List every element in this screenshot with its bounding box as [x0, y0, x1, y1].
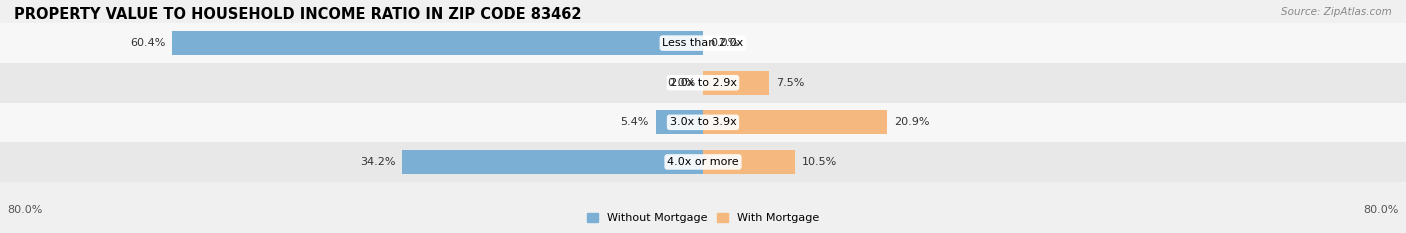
Bar: [703, 71, 769, 95]
Text: 0.0%: 0.0%: [710, 38, 738, 48]
Bar: [402, 150, 703, 174]
Text: 34.2%: 34.2%: [360, 157, 395, 167]
Text: 5.4%: 5.4%: [620, 117, 648, 127]
Text: 80.0%: 80.0%: [1364, 205, 1399, 215]
Text: 60.4%: 60.4%: [129, 38, 166, 48]
Bar: [0, 63, 1406, 103]
Text: 4.0x or more: 4.0x or more: [668, 157, 738, 167]
Text: 0.0%: 0.0%: [668, 78, 696, 88]
Text: 10.5%: 10.5%: [803, 157, 838, 167]
Text: 2.0x to 2.9x: 2.0x to 2.9x: [669, 78, 737, 88]
Text: 20.9%: 20.9%: [894, 117, 929, 127]
Bar: [655, 110, 703, 134]
Bar: [703, 110, 887, 134]
Text: PROPERTY VALUE TO HOUSEHOLD INCOME RATIO IN ZIP CODE 83462: PROPERTY VALUE TO HOUSEHOLD INCOME RATIO…: [14, 7, 582, 22]
Text: Less than 2.0x: Less than 2.0x: [662, 38, 744, 48]
Bar: [173, 31, 703, 55]
Text: 80.0%: 80.0%: [7, 205, 42, 215]
Bar: [0, 142, 1406, 182]
Bar: [0, 103, 1406, 142]
Text: Source: ZipAtlas.com: Source: ZipAtlas.com: [1281, 7, 1392, 17]
Legend: Without Mortgage, With Mortgage: Without Mortgage, With Mortgage: [582, 208, 824, 227]
Bar: [0, 23, 1406, 63]
Text: 7.5%: 7.5%: [776, 78, 804, 88]
Text: 3.0x to 3.9x: 3.0x to 3.9x: [669, 117, 737, 127]
Bar: [703, 150, 796, 174]
